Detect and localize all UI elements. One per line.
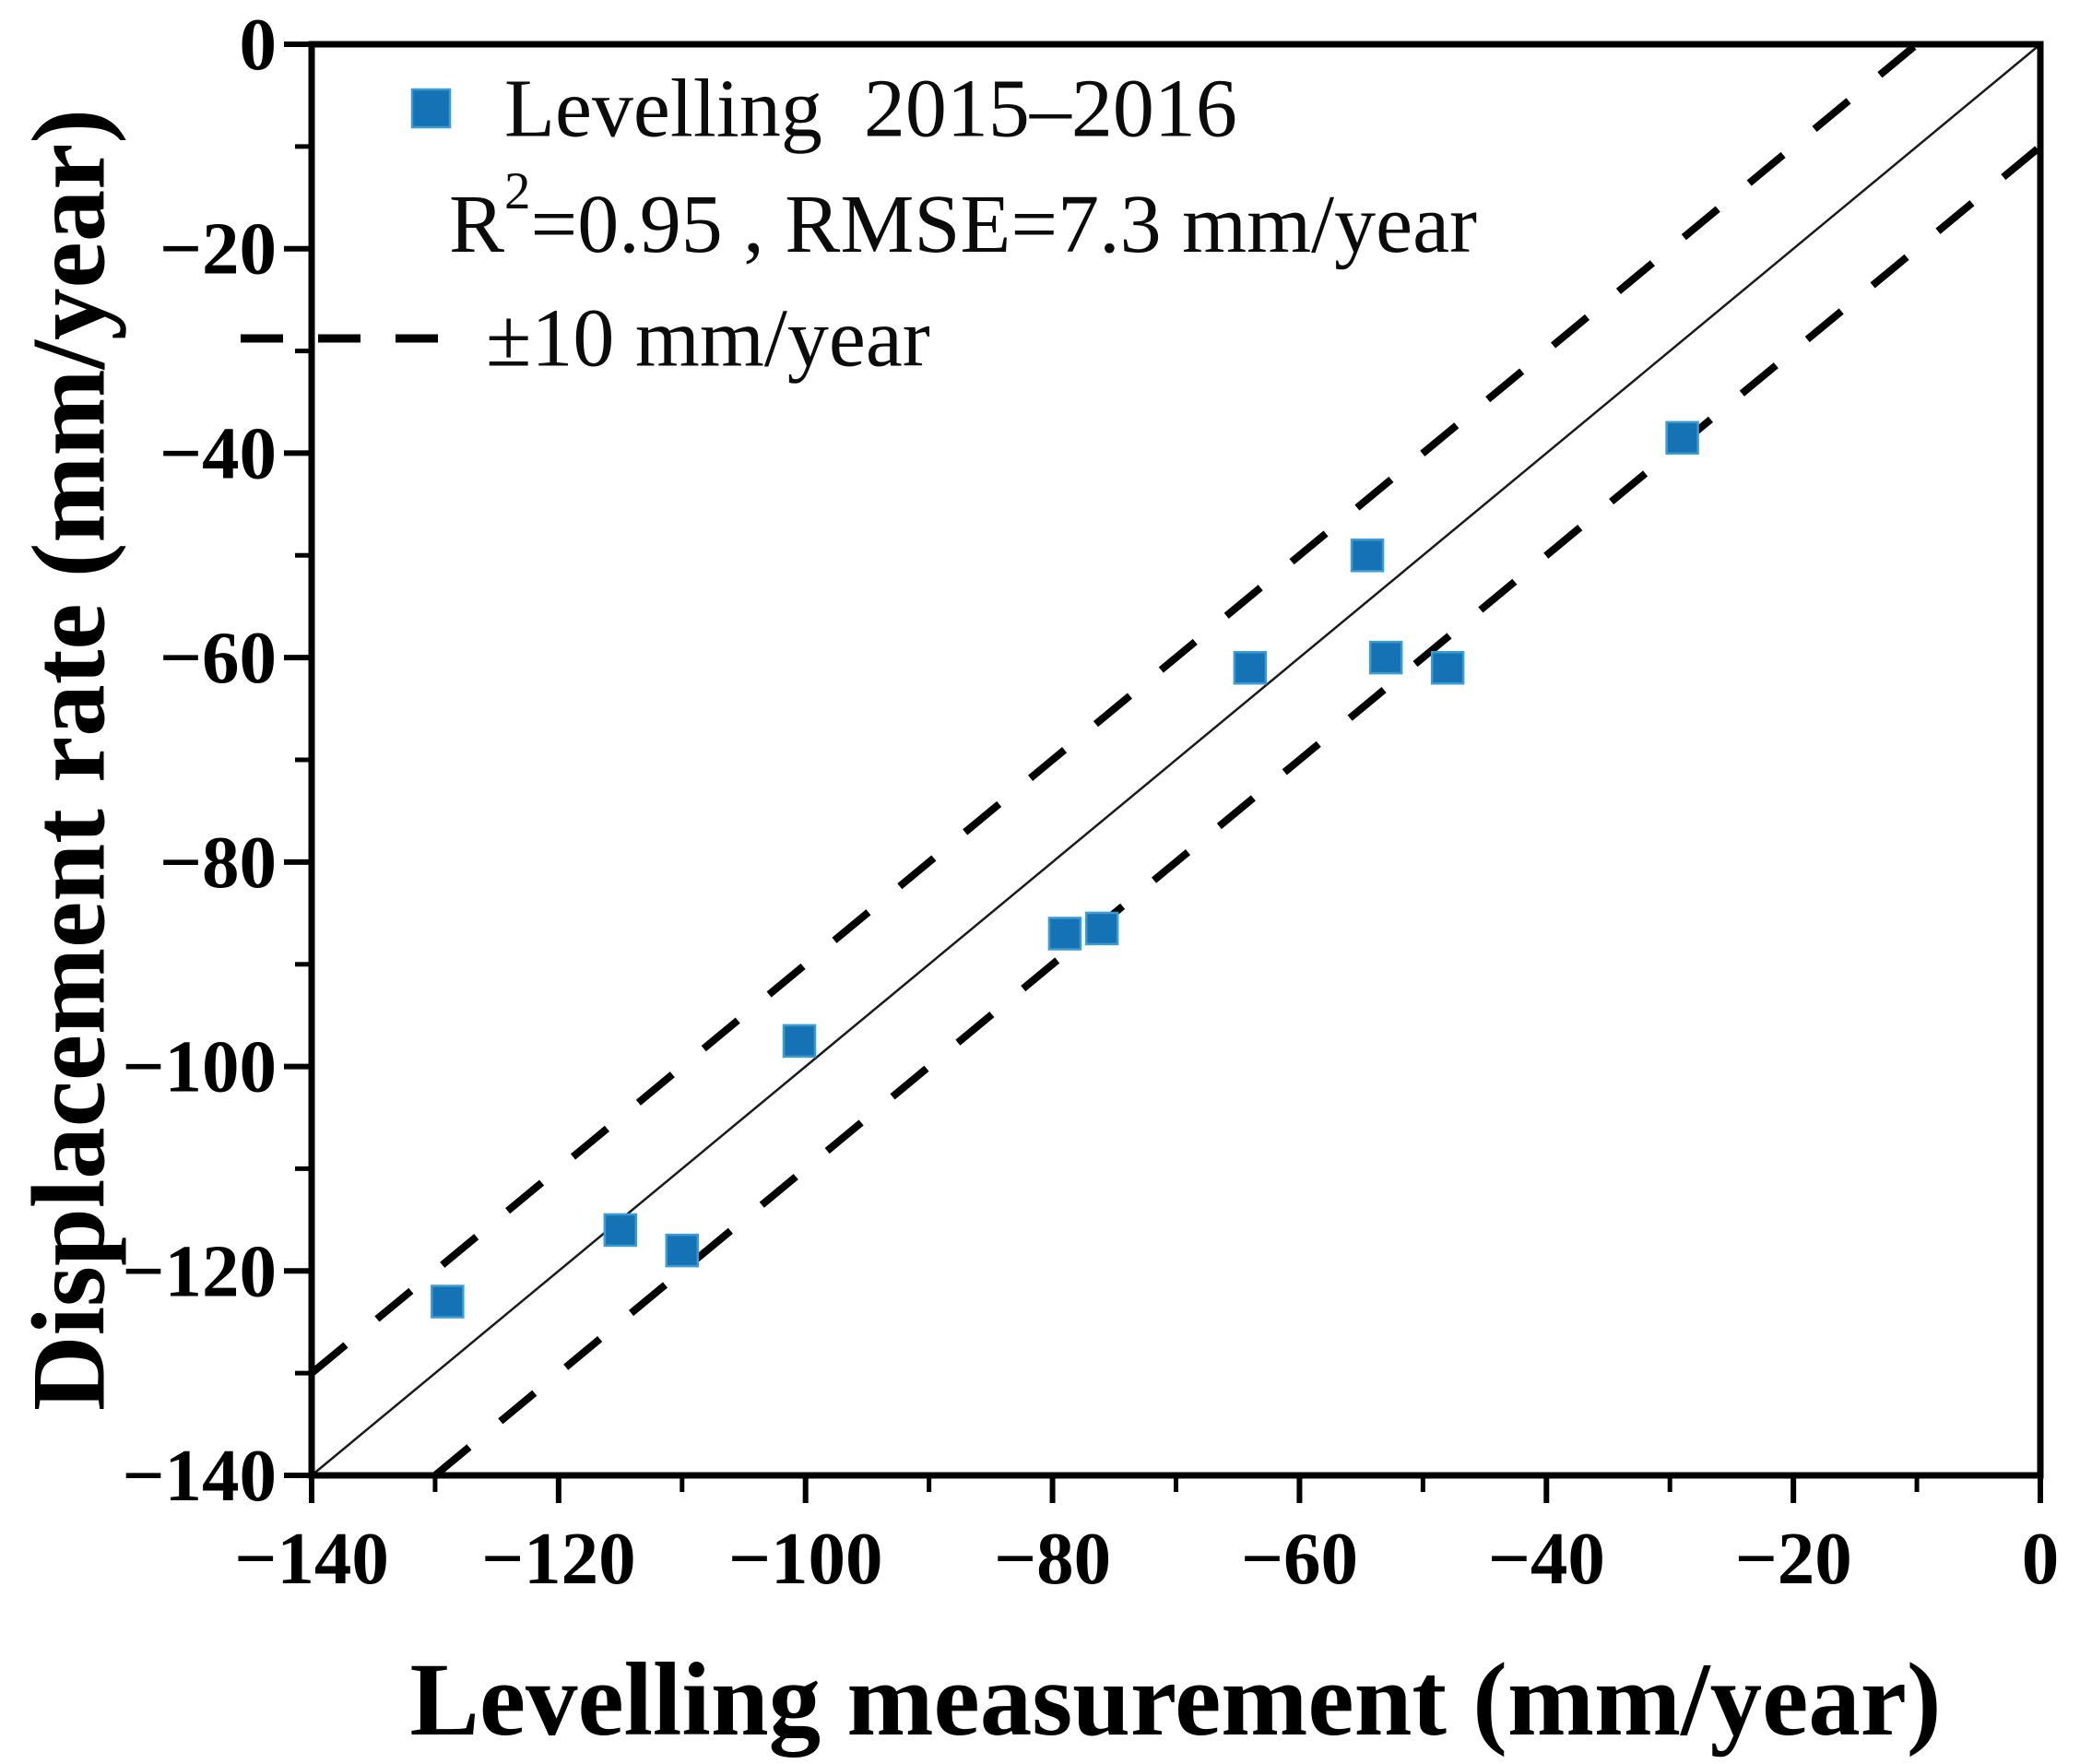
x-tick-label: −40 <box>1488 1517 1605 1600</box>
x-tick-label: −120 <box>481 1517 636 1600</box>
legend-label-tolerance: ±10 mm/year <box>486 293 930 385</box>
y-tick-label: −140 <box>122 1434 277 1517</box>
x-axis-title: Levelling measurement (mm/year) <box>409 1642 1941 1758</box>
data-point <box>782 1024 817 1059</box>
data-points-layer <box>431 420 1699 1319</box>
reference-lines-layer <box>309 41 2043 1479</box>
data-point <box>1665 420 1699 456</box>
data-point <box>431 1285 465 1319</box>
y-tick-label: −120 <box>122 1229 277 1312</box>
y-axis-title: Displacement rate (mm/year) <box>12 109 127 1411</box>
data-point <box>603 1213 638 1248</box>
x-tick-label: 0 <box>2022 1517 2060 1600</box>
data-point <box>1430 650 1465 685</box>
legend-label-series: Levelling 2015–2016 <box>504 64 1237 155</box>
lower-tolerance-line <box>432 143 2043 1479</box>
legend-label-stats: R2=0.95 , RMSE=7.3 mm/year <box>449 162 1477 270</box>
data-point <box>1350 539 1385 573</box>
x-tick-label: −80 <box>994 1517 1111 1600</box>
y-tick-label: −60 <box>160 616 277 699</box>
y-tick-label: −80 <box>160 821 277 904</box>
data-point <box>665 1233 700 1268</box>
y-tick-label: −100 <box>122 1025 277 1108</box>
data-point <box>1368 640 1403 675</box>
stats-rest: =0.95 , RMSE=7.3 mm/year <box>531 179 1478 270</box>
y-tick-label: −20 <box>160 207 277 290</box>
axes-layer: −140 −120 −100 −80 −60 −40 −20 0 0 −20 −40 −60 −80 −1… <box>122 3 2059 1600</box>
data-point <box>1233 650 1268 685</box>
y-tick-label: 0 <box>240 3 278 86</box>
stats-superscript: 2 <box>504 162 531 220</box>
data-point <box>1047 917 1082 951</box>
x-tick-label: −100 <box>728 1517 883 1600</box>
identity-line <box>311 43 2041 1476</box>
legend-square-marker <box>410 88 452 129</box>
legend: Levelling 2015–2016 R2=0.95 , RMSE=7.3 m… <box>241 64 1477 385</box>
x-tick-label: −20 <box>1735 1517 1852 1600</box>
data-point <box>1084 911 1119 946</box>
stats-r: R <box>449 179 504 270</box>
x-tick-label: −60 <box>1241 1517 1358 1600</box>
x-tick-label: −140 <box>234 1517 389 1600</box>
upper-tolerance-line <box>309 41 1920 1377</box>
y-tick-label: −40 <box>160 411 277 494</box>
